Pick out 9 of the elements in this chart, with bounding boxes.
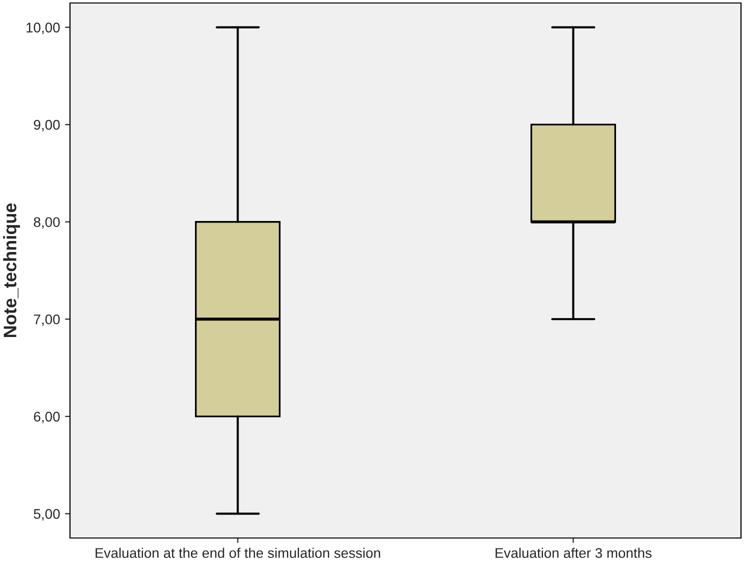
y-tick-label: 10,00 [26, 22, 60, 34]
y-tick-label: 8,00 [34, 217, 60, 229]
x-tick-label: Evaluation after 3 months [496, 548, 652, 558]
x-tick-label: Evaluation at the end of the simulation session [96, 548, 380, 558]
y-tick-label: 6,00 [34, 412, 60, 424]
y-tick-label: 7,00 [34, 314, 60, 326]
y-tick-label: 9,00 [34, 120, 60, 132]
y-axis-title: Note_technique [3, 203, 20, 338]
y-tick-label: 5,00 [34, 509, 60, 520]
